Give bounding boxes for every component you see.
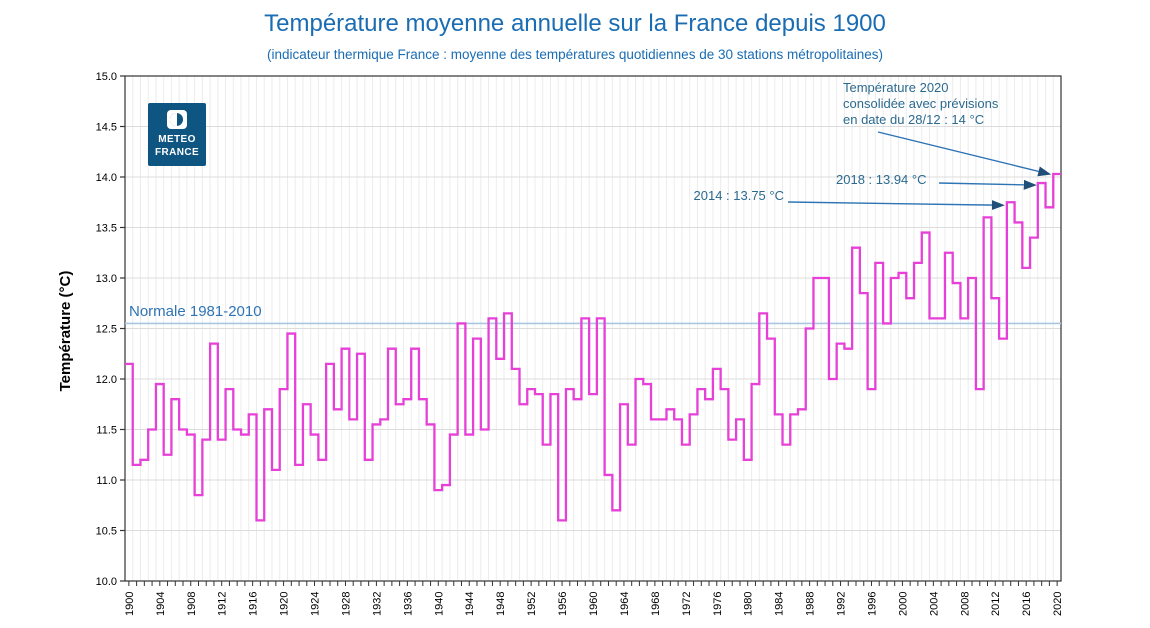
chart-subtitle: (indicateur thermique France : moyenne d…: [266, 47, 884, 62]
temperature-step-line: [125, 172, 1061, 522]
svg-text:1988: 1988: [805, 592, 817, 616]
svg-text:2020: 2020: [1052, 592, 1064, 616]
svg-text:10.5: 10.5: [96, 526, 117, 538]
chart-title: Température moyenne annuelle sur la Fran…: [264, 10, 886, 37]
meteo-france-logo: METEO FRANCE: [148, 103, 206, 166]
svg-text:15.0: 15.0: [96, 71, 117, 83]
svg-text:1900: 1900: [124, 592, 136, 616]
svg-text:2008: 2008: [959, 592, 971, 616]
x-axis-ticks: 1900 1904 1908 1912 1916 1920 1924 1928 1932 1936…: [124, 581, 1064, 616]
svg-text:1944: 1944: [464, 592, 476, 616]
svg-text:1956: 1956: [557, 592, 569, 616]
arrow-2018: [938, 179, 1037, 190]
svg-text:1976: 1976: [712, 592, 724, 616]
svg-text:1968: 1968: [650, 592, 662, 616]
svg-text:10.0: 10.0: [96, 576, 117, 588]
svg-text:11.0: 11.0: [96, 475, 117, 487]
annotation-2020-line3: en date du 28/12 : 14 °C: [843, 111, 985, 127]
normal-1981-2010-label: Normale 1981-2010: [129, 303, 262, 320]
svg-text:12.0: 12.0: [96, 374, 117, 386]
meteo-france-logo-icon: [167, 110, 187, 129]
svg-text:1904: 1904: [155, 592, 167, 616]
svg-text:14.0: 14.0: [96, 172, 117, 184]
annotation-arrows: [787, 131, 1052, 211]
svg-text:13.0: 13.0: [96, 273, 117, 285]
logo-text-france: FRANCE: [154, 147, 200, 158]
svg-text:13.5: 13.5: [96, 223, 117, 235]
svg-text:1912: 1912: [217, 592, 229, 616]
svg-text:1952: 1952: [526, 592, 538, 616]
y-axis-title: Température (°C): [57, 270, 74, 392]
annotation-2020-line1: Température 2020: [843, 80, 949, 95]
svg-text:1916: 1916: [248, 592, 260, 616]
svg-text:2012: 2012: [990, 592, 1002, 616]
annotation-2014: 2014 : 13.75 °C: [693, 188, 785, 203]
svg-text:1984: 1984: [774, 592, 786, 616]
svg-text:1924: 1924: [310, 592, 322, 616]
svg-text:1932: 1932: [371, 592, 383, 616]
svg-text:12.5: 12.5: [96, 324, 117, 336]
svg-text:1980: 1980: [743, 592, 755, 616]
logo-text-meteo: METEO: [158, 134, 196, 145]
logo-half-moon-icon: [170, 113, 177, 126]
svg-text:1964: 1964: [619, 592, 631, 616]
annotation-2020: Température 2020 consolidée avec prévisi…: [843, 80, 1043, 128]
y-axis-ticks: 10.0 10.5 11.0 11.5 12.0 12.5 13.0 13.5 14.0 14.5…: [96, 71, 125, 588]
svg-text:1936: 1936: [402, 592, 414, 616]
annotation-2020-line2: consolidée avec prévisions: [843, 95, 999, 111]
svg-text:1996: 1996: [866, 592, 878, 616]
svg-text:1948: 1948: [495, 592, 507, 616]
arrow-2020: [877, 131, 1052, 177]
svg-text:1960: 1960: [588, 592, 600, 616]
horizontal-gridlines: [125, 126, 1061, 531]
svg-text:1928: 1928: [340, 592, 352, 616]
arrow-2014: [787, 200, 1005, 211]
svg-text:1940: 1940: [433, 592, 445, 616]
svg-text:2016: 2016: [1021, 592, 1033, 616]
svg-text:1908: 1908: [186, 592, 198, 616]
svg-text:2004: 2004: [928, 592, 940, 616]
svg-text:14.5: 14.5: [96, 122, 117, 134]
annotation-2018: 2018 : 13.94 °C: [836, 172, 927, 187]
svg-text:1920: 1920: [279, 592, 291, 616]
svg-text:1972: 1972: [681, 592, 693, 616]
svg-text:1992: 1992: [836, 592, 848, 616]
svg-text:2000: 2000: [897, 592, 909, 616]
svg-text:11.5: 11.5: [96, 425, 117, 437]
